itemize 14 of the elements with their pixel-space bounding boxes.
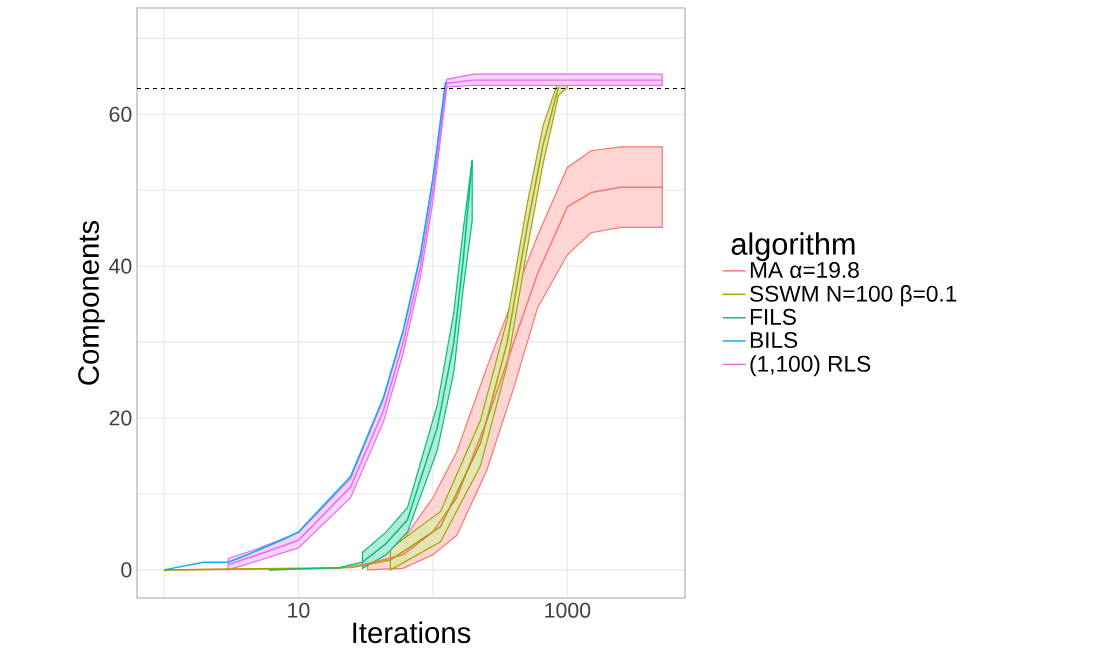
y-tick-label: 0 [121,562,132,578]
y-tick-label: 60 [109,106,132,122]
x-tick-label: 1000 [545,602,591,618]
x-axis-title: Iterations [353,621,471,644]
legend-label: FILS [750,308,796,325]
x-tick-label: 10 [288,602,310,618]
y-axis-title: Components [78,220,105,385]
legend-title: algorithm [731,232,855,261]
legend-label: MA α=19.8 [750,261,859,278]
legend-label: (1,100) RLS [750,355,871,377]
legend-label: SSWM N=100 β=0.1 [750,285,957,307]
y-tick-label: 40 [109,258,132,274]
legend-label: BILS [750,332,798,349]
y-tick-label: 20 [109,410,132,426]
